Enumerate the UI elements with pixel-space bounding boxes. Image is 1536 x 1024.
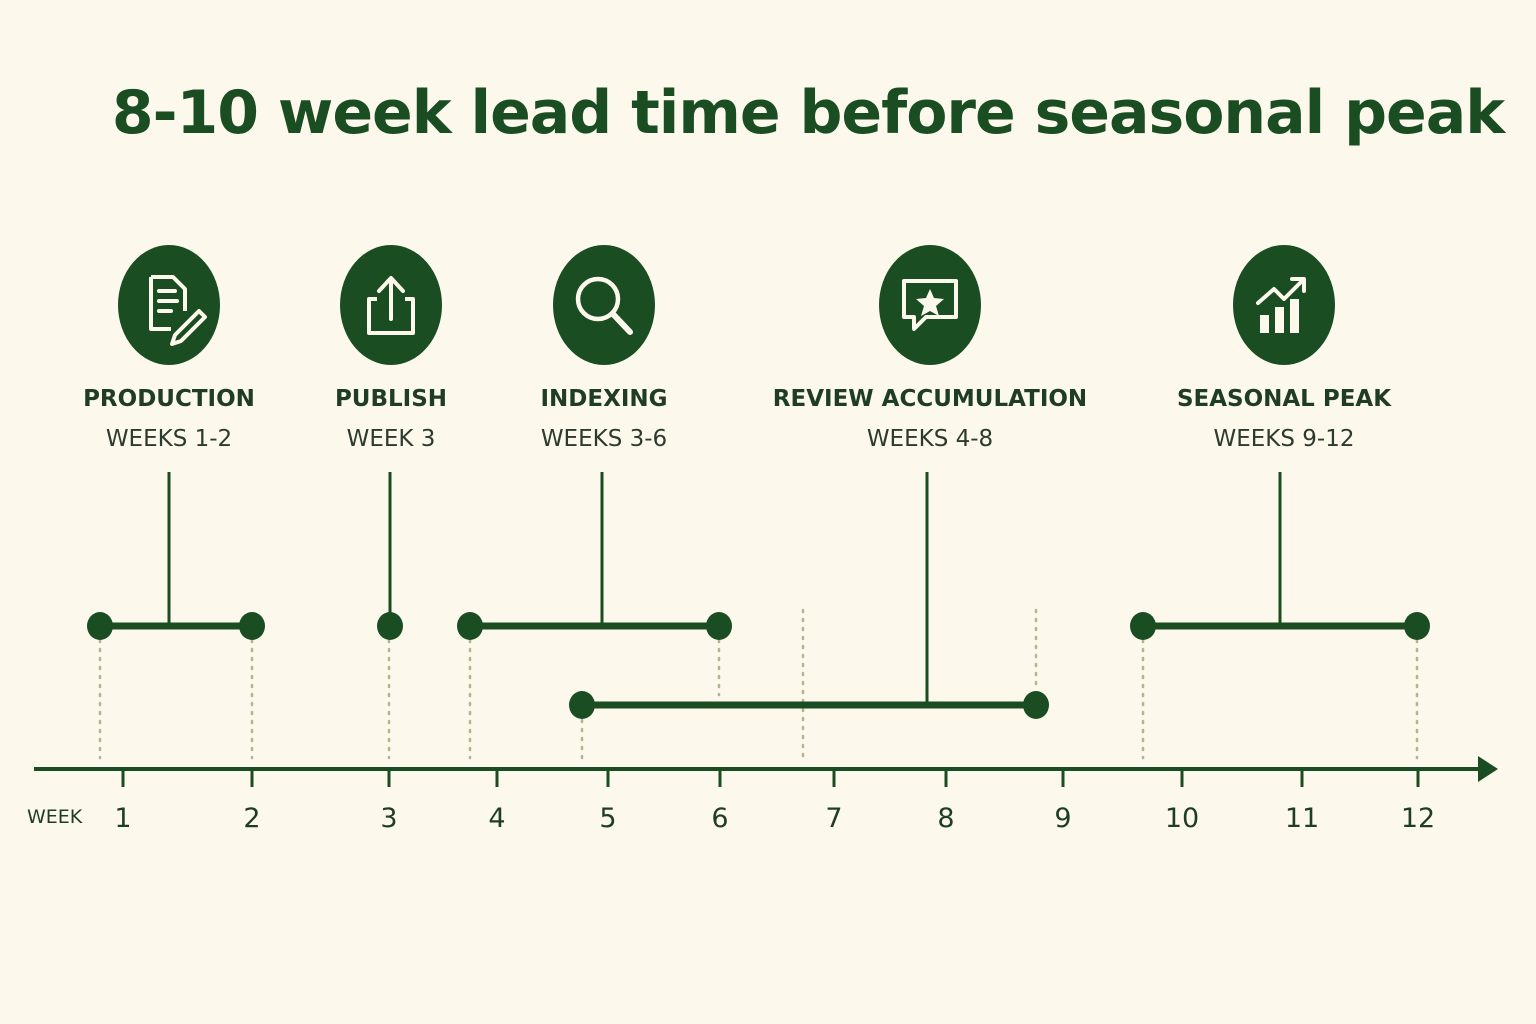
bar-start-dot — [569, 691, 595, 719]
bar-end-dot — [239, 612, 265, 640]
bar-start-dot — [377, 612, 403, 640]
stage-labels: PRODUCTION WEEKS 1-2 PUBLISH WEEK 3 INDEXING… — [83, 386, 1392, 452]
stage-weeks-seasonal-peak: WEEKS 9-12 — [1214, 426, 1355, 452]
stage-icons — [118, 245, 1335, 365]
axis-tick-label: 10 — [1165, 803, 1199, 834]
stage-stems — [167, 472, 1282, 705]
stage-name-production: PRODUCTION — [83, 386, 255, 412]
axis-tick-label: 7 — [825, 803, 842, 834]
bar-end-dot — [1404, 612, 1430, 640]
stage-weeks-production: WEEKS 1-2 — [106, 426, 232, 452]
axis-tick-label: 4 — [488, 803, 505, 834]
stage-weeks-review-accumulation: WEEKS 4-8 — [867, 426, 993, 452]
upload-icon — [340, 245, 442, 365]
star-chat-icon — [879, 245, 981, 365]
axis-tick-label: 2 — [243, 803, 260, 834]
document-pencil-icon — [118, 245, 220, 365]
search-icon — [553, 245, 655, 365]
icon-circle — [118, 245, 220, 365]
axis-tick-label: 3 — [380, 803, 397, 834]
axis-tick-label: 8 — [937, 803, 954, 834]
axis-tick-label: 11 — [1285, 803, 1319, 834]
page-title: 8-10 week lead time before seasonal peak — [111, 78, 1505, 148]
icon-circle — [553, 245, 655, 365]
axis-tick-label: 9 — [1054, 803, 1071, 834]
axis-tick-label: 5 — [599, 803, 616, 834]
bar-start-dot — [457, 612, 483, 640]
axis-label: WEEK — [27, 806, 83, 828]
stage-bars — [87, 612, 1430, 719]
growth-chart-icon — [1233, 245, 1335, 365]
bar-start-dot — [87, 612, 113, 640]
stage-weeks-indexing: WEEKS 3-6 — [541, 426, 667, 452]
axis-arrow-icon — [1478, 756, 1498, 782]
stage-name-review-accumulation: REVIEW ACCUMULATION — [773, 386, 1087, 412]
bar-end-dot — [1023, 691, 1049, 719]
stage-name-publish: PUBLISH — [335, 386, 447, 412]
stage-name-indexing: INDEXING — [540, 386, 667, 412]
week-axis: WEEK 1 2 3 4 5 6 7 8 9 10 11 12 — [27, 756, 1498, 834]
bar-start-dot — [1130, 612, 1156, 640]
stage-weeks-publish: WEEK 3 — [347, 426, 436, 452]
dotted-guides — [98, 608, 1419, 760]
axis-tick-label: 6 — [711, 803, 728, 834]
icon-circle — [1233, 245, 1335, 365]
bar-end-dot — [706, 612, 732, 640]
stage-name-seasonal-peak: SEASONAL PEAK — [1177, 386, 1392, 412]
axis-tick-label: 1 — [114, 803, 131, 834]
axis-tick-label: 12 — [1401, 803, 1435, 834]
